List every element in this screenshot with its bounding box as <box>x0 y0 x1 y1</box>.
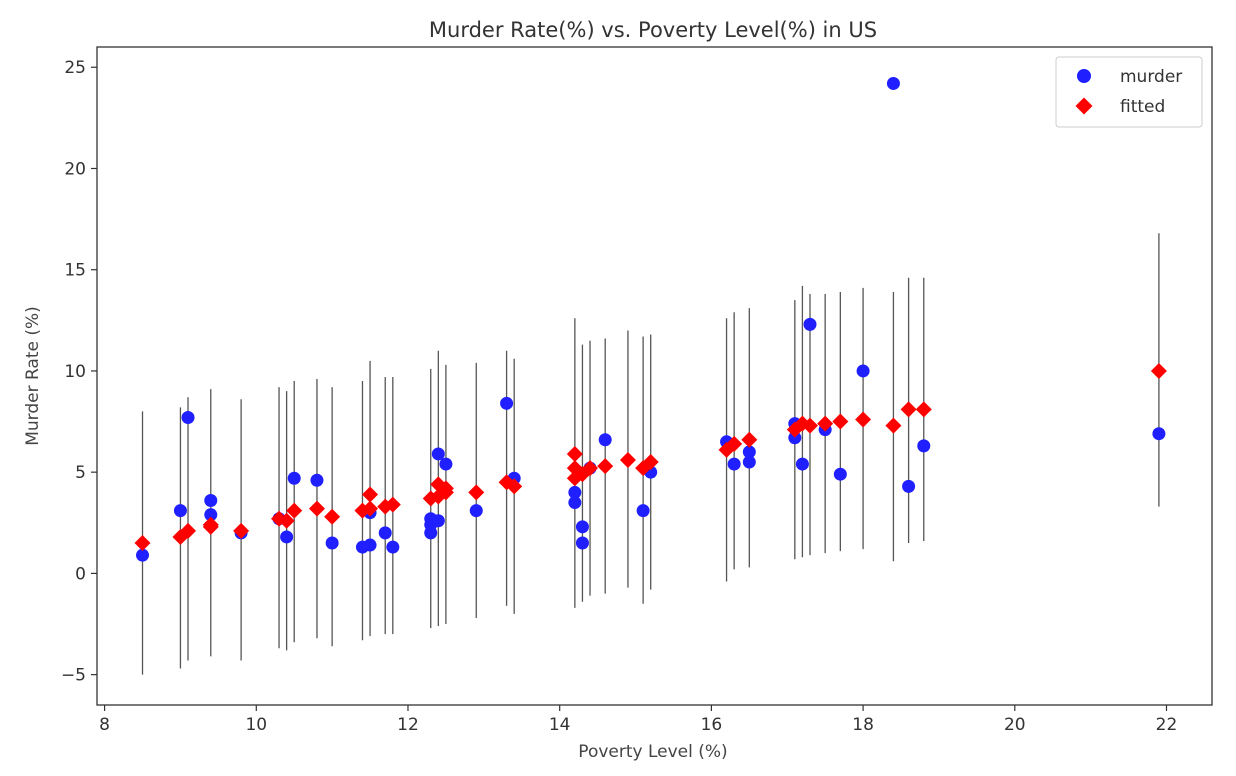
data-point-fitted <box>134 535 151 552</box>
chart-title: Murder Rate(%) vs. Poverty Level(%) in U… <box>429 18 877 42</box>
data-point-fitted <box>324 508 341 525</box>
data-point-fitted <box>180 522 197 539</box>
data-point-fitted <box>566 445 583 462</box>
data-point-murder <box>788 431 802 445</box>
data-point-murder <box>803 317 817 331</box>
data-point-murder <box>325 536 339 550</box>
data-point-murder <box>280 530 294 544</box>
data-point-murder <box>469 504 483 518</box>
x-tick-label: 16 <box>701 715 723 735</box>
data-point-fitted <box>286 502 303 519</box>
data-point-fitted <box>855 411 872 428</box>
data-point-murder <box>204 508 218 522</box>
data-point-fitted <box>233 522 250 539</box>
data-point-murder <box>902 479 916 493</box>
data-point-murder <box>431 447 445 461</box>
x-axis-ticks: 8 10 12 14 16 18 20 22 <box>99 705 1177 735</box>
data-point-murder <box>742 455 756 469</box>
data-point-murder <box>575 536 589 550</box>
prediction-interval-lines <box>141 233 1160 675</box>
legend-box <box>1055 56 1203 128</box>
data-point-fitted <box>832 413 849 430</box>
data-point-murder <box>378 526 392 540</box>
data-point-murder <box>575 520 589 534</box>
data-point-murder <box>568 485 582 499</box>
x-tick-label: 12 <box>397 715 419 735</box>
data-point-fitted <box>619 452 636 469</box>
y-tick-label: 5 <box>75 463 86 483</box>
data-point-murder <box>795 457 809 471</box>
data-point-murder <box>431 514 445 528</box>
data-point-fitted <box>885 417 902 434</box>
data-point-murder <box>363 538 377 552</box>
x-axis-label: Poverty Level (%) <box>578 742 727 762</box>
legend-marker-murder <box>1077 69 1091 83</box>
data-point-murder <box>727 457 741 471</box>
data-point-fitted <box>726 435 743 452</box>
data-point-murder <box>917 439 931 453</box>
y-axis-label: Murder Rate (%) <box>23 306 43 446</box>
x-tick-label: 14 <box>549 715 571 735</box>
data-point-fitted <box>308 500 325 517</box>
data-point-fitted <box>1150 362 1167 379</box>
data-point-murder <box>204 494 218 508</box>
data-point-fitted <box>498 474 515 491</box>
legend-label-murder: murder <box>1120 67 1182 87</box>
data-point-murder <box>1152 427 1166 441</box>
legend: murder fitted <box>1055 56 1203 128</box>
y-tick-label: 15 <box>64 261 86 281</box>
data-point-fitted <box>384 496 401 513</box>
data-point-murder <box>856 364 870 378</box>
data-point-fitted <box>437 480 454 497</box>
y-tick-label: 0 <box>75 564 86 584</box>
data-point-murder <box>833 467 847 481</box>
x-tick-label: 10 <box>245 715 267 735</box>
data-point-murder <box>598 433 612 447</box>
data-point-fitted <box>362 500 379 517</box>
x-tick-label: 8 <box>99 715 110 735</box>
data-point-fitted <box>741 431 758 448</box>
y-axis-ticks: −5 0 5 10 15 20 25 <box>61 58 97 686</box>
data-point-murder <box>173 504 187 518</box>
data-point-fitted <box>817 415 834 432</box>
x-tick-label: 22 <box>1156 715 1178 735</box>
data-point-fitted <box>468 484 485 501</box>
y-tick-label: 25 <box>64 58 86 78</box>
data-point-fitted <box>278 512 295 529</box>
data-markers <box>134 76 1167 562</box>
data-point-murder <box>886 76 900 90</box>
data-point-murder <box>742 445 756 459</box>
data-point-fitted <box>506 478 523 495</box>
data-point-murder <box>568 496 582 510</box>
data-point-fitted <box>362 486 379 503</box>
y-tick-label: 20 <box>64 159 86 179</box>
plot-frame <box>96 46 1213 706</box>
data-point-fitted <box>202 516 219 533</box>
y-tick-label: −5 <box>61 666 86 686</box>
data-point-murder <box>636 504 650 518</box>
data-point-fitted <box>642 454 659 471</box>
data-point-murder <box>500 396 514 410</box>
y-tick-label: 10 <box>64 362 86 382</box>
data-point-murder <box>181 411 195 425</box>
data-point-murder <box>287 471 301 485</box>
data-point-murder <box>386 540 400 554</box>
data-point-murder <box>439 457 453 471</box>
data-point-fitted <box>801 417 818 434</box>
data-point-fitted <box>900 401 917 418</box>
data-point-murder <box>136 548 150 562</box>
x-tick-label: 20 <box>1004 715 1026 735</box>
x-tick-label: 18 <box>852 715 874 735</box>
data-point-murder <box>310 473 324 487</box>
data-point-fitted <box>597 458 614 475</box>
data-point-fitted <box>582 460 599 477</box>
legend-label-fitted: fitted <box>1120 97 1165 117</box>
data-point-fitted <box>915 401 932 418</box>
